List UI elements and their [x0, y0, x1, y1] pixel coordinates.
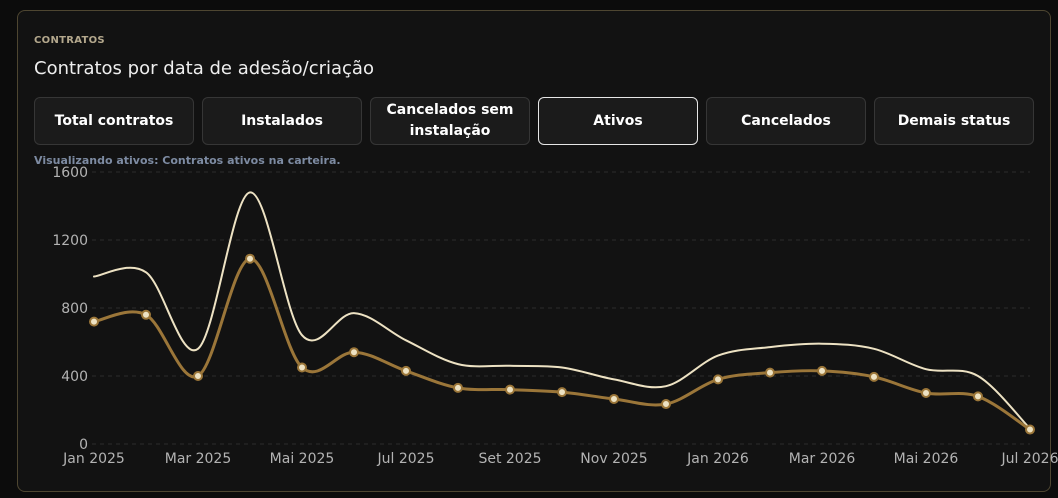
- view-description: Visualizando ativos: Contratos ativos na…: [34, 154, 341, 167]
- tab-demais-status[interactable]: Demais status: [874, 97, 1034, 145]
- y-axis: 0 400 800 1200 1600: [52, 165, 88, 453]
- data-point-ativos[interactable]: [245, 253, 255, 264]
- data-point-ativos[interactable]: [609, 393, 619, 404]
- data-point-ativos[interactable]: [765, 367, 775, 378]
- tab-total-contratos[interactable]: Total contratos: [34, 97, 194, 145]
- data-point-ativos[interactable]: [557, 387, 567, 398]
- card-eyebrow: CONTRATOS: [34, 35, 105, 46]
- tab-label: Total contratos: [54, 112, 174, 129]
- chart-series: [89, 191, 1035, 435]
- y-tick-label: 800: [61, 301, 88, 317]
- data-point-ativos[interactable]: [869, 371, 879, 382]
- data-point-ativos[interactable]: [817, 365, 827, 376]
- data-point-ativos[interactable]: [453, 382, 463, 393]
- data-point-ativos[interactable]: [297, 362, 307, 373]
- series-line-ativos: [92, 257, 1032, 432]
- x-tick-label: Jul 2026: [1001, 451, 1058, 467]
- x-tick-label: Mar 2025: [165, 451, 232, 467]
- y-tick-label: 400: [61, 369, 88, 385]
- data-point-ativos[interactable]: [505, 384, 515, 395]
- x-tick-label: Mai 2025: [270, 451, 335, 467]
- tab-cancelados-sem-instalacao[interactable]: Cancelados sem instalação: [370, 97, 530, 145]
- x-axis: Jan 2025 Mar 2025 Mai 2025 Jul 2025 Set 2025…: [62, 451, 1058, 467]
- tab-label: Demais status: [897, 112, 1011, 129]
- y-tick-label: 0: [79, 437, 88, 453]
- tab-ativos[interactable]: Ativos: [538, 97, 698, 145]
- chart-title: Contratos por data de adesão/criação: [34, 58, 374, 79]
- contracts-chart-card: CONTRATOS Contratos por data de adesão/c…: [17, 10, 1058, 492]
- x-tick-label: Set 2025: [478, 451, 541, 467]
- status-tabs: Total contratos Instalados Cancelados se…: [34, 97, 1036, 145]
- y-tick-label: 1600: [52, 165, 88, 181]
- data-point-ativos[interactable]: [921, 388, 931, 398]
- tab-cancelados[interactable]: Cancelados: [706, 97, 866, 145]
- data-point-ativos[interactable]: [401, 365, 411, 376]
- data-point-ativos[interactable]: [661, 399, 671, 410]
- data-point-ativos[interactable]: [973, 391, 983, 402]
- data-point-ativos[interactable]: [349, 347, 359, 358]
- tab-label: Ativos: [593, 112, 643, 129]
- x-tick-label: Mai 2026: [894, 451, 959, 467]
- x-tick-label: Jan 2026: [686, 451, 749, 467]
- data-point-ativos[interactable]: [193, 371, 203, 381]
- series-line-total: [93, 191, 1031, 430]
- x-tick-label: Jul 2025: [377, 451, 435, 467]
- y-tick-label: 1200: [52, 233, 88, 249]
- data-point-ativos[interactable]: [713, 374, 723, 385]
- x-tick-label: Mar 2026: [789, 451, 856, 467]
- x-tick-label: Nov 2025: [580, 451, 647, 467]
- tab-instalados[interactable]: Instalados: [202, 97, 362, 145]
- data-point-ativos[interactable]: [89, 316, 99, 327]
- data-point-ativos[interactable]: [1025, 424, 1035, 435]
- chart-grid: [92, 171, 1030, 445]
- tab-label: Instalados: [241, 112, 323, 129]
- data-point-ativos[interactable]: [141, 309, 151, 320]
- tab-label: Cancelados: [741, 112, 831, 129]
- x-tick-label: Jan 2025: [62, 451, 125, 467]
- tab-label: Cancelados sem instalação: [386, 102, 514, 139]
